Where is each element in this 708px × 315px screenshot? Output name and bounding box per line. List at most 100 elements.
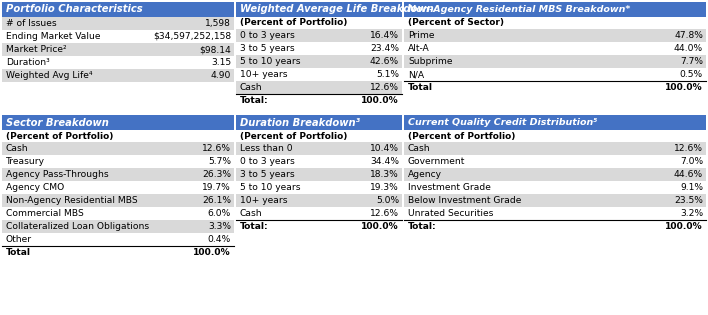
Text: 5 to 10 years: 5 to 10 years bbox=[240, 183, 300, 192]
Text: Prime: Prime bbox=[408, 31, 435, 40]
Text: Agency Pass-Throughs: Agency Pass-Throughs bbox=[6, 170, 108, 179]
Text: Duration Breakdown³: Duration Breakdown³ bbox=[240, 117, 360, 128]
Bar bbox=[404, 115, 706, 130]
Bar bbox=[236, 130, 402, 142]
Text: 47.8%: 47.8% bbox=[674, 31, 703, 40]
Text: (Percent of Portfolio): (Percent of Portfolio) bbox=[240, 19, 348, 27]
Bar bbox=[404, 17, 706, 29]
Bar bbox=[236, 155, 402, 168]
Bar bbox=[236, 142, 402, 155]
Bar bbox=[404, 130, 706, 142]
Text: 44.6%: 44.6% bbox=[674, 170, 703, 179]
Text: 3 to 5 years: 3 to 5 years bbox=[240, 44, 295, 53]
Bar bbox=[2, 2, 234, 17]
Text: Total:: Total: bbox=[240, 96, 268, 105]
Text: 100.0%: 100.0% bbox=[666, 83, 703, 92]
Bar bbox=[404, 81, 706, 94]
Bar bbox=[404, 55, 706, 68]
Bar bbox=[404, 207, 706, 220]
Text: Non-Agency Residential MBS: Non-Agency Residential MBS bbox=[6, 196, 137, 205]
Text: (Percent of Portfolio): (Percent of Portfolio) bbox=[408, 131, 515, 140]
Text: Investment Grade: Investment Grade bbox=[408, 183, 491, 192]
Bar bbox=[404, 194, 706, 207]
Text: 26.1%: 26.1% bbox=[202, 196, 231, 205]
Bar bbox=[404, 2, 706, 17]
Text: Total:: Total: bbox=[240, 222, 268, 231]
Text: 16.4%: 16.4% bbox=[370, 31, 399, 40]
Bar bbox=[236, 168, 402, 181]
Bar bbox=[2, 168, 234, 181]
Text: 23.5%: 23.5% bbox=[674, 196, 703, 205]
Text: 5.0%: 5.0% bbox=[376, 196, 399, 205]
Text: Market Price²: Market Price² bbox=[6, 45, 67, 54]
Bar bbox=[236, 2, 402, 17]
Bar bbox=[236, 55, 402, 68]
Text: Total: Total bbox=[408, 83, 433, 92]
Text: 3.3%: 3.3% bbox=[208, 222, 231, 231]
Text: 0.4%: 0.4% bbox=[207, 235, 231, 244]
Text: Less than 0: Less than 0 bbox=[240, 144, 292, 153]
Text: 42.6%: 42.6% bbox=[370, 57, 399, 66]
Bar bbox=[236, 94, 402, 107]
Text: 5.7%: 5.7% bbox=[208, 157, 231, 166]
Text: Agency CMO: Agency CMO bbox=[6, 183, 64, 192]
Text: Subprime: Subprime bbox=[408, 57, 452, 66]
Text: 26.3%: 26.3% bbox=[202, 170, 231, 179]
Text: Portfolio Characteristics: Portfolio Characteristics bbox=[6, 4, 143, 14]
Text: 3 to 5 years: 3 to 5 years bbox=[240, 170, 295, 179]
Text: N/A: N/A bbox=[408, 70, 424, 79]
Text: 0 to 3 years: 0 to 3 years bbox=[240, 157, 295, 166]
Text: 10+ years: 10+ years bbox=[240, 196, 287, 205]
Text: Cash: Cash bbox=[408, 144, 430, 153]
Text: Ending Market Value: Ending Market Value bbox=[6, 32, 101, 41]
Bar bbox=[404, 168, 706, 181]
Text: 1,598: 1,598 bbox=[205, 19, 231, 28]
Text: $98.14: $98.14 bbox=[199, 45, 231, 54]
Text: 44.0%: 44.0% bbox=[674, 44, 703, 53]
Bar bbox=[2, 56, 234, 69]
Bar bbox=[236, 17, 402, 29]
Text: Current Quality Credit Distribution⁵: Current Quality Credit Distribution⁵ bbox=[408, 118, 598, 127]
Text: Non-Agency Residential MBS Breakdown*: Non-Agency Residential MBS Breakdown* bbox=[408, 5, 630, 14]
Text: 4.90: 4.90 bbox=[210, 71, 231, 80]
Bar bbox=[404, 220, 706, 233]
Text: 6.0%: 6.0% bbox=[207, 209, 231, 218]
Text: Treasury: Treasury bbox=[6, 157, 45, 166]
Bar bbox=[2, 142, 234, 155]
Text: 0 to 3 years: 0 to 3 years bbox=[240, 31, 295, 40]
Text: Weighted Average Life Breakdown: Weighted Average Life Breakdown bbox=[240, 4, 434, 14]
Bar bbox=[2, 17, 234, 30]
Text: 12.6%: 12.6% bbox=[370, 83, 399, 92]
Bar bbox=[404, 29, 706, 42]
Text: 5.1%: 5.1% bbox=[376, 70, 399, 79]
Text: 12.6%: 12.6% bbox=[202, 144, 231, 153]
Text: 9.1%: 9.1% bbox=[680, 183, 703, 192]
Bar bbox=[236, 81, 402, 94]
Bar bbox=[236, 68, 402, 81]
Bar bbox=[2, 43, 234, 56]
Bar bbox=[404, 42, 706, 55]
Bar bbox=[236, 42, 402, 55]
Text: # of Issues: # of Issues bbox=[6, 19, 57, 28]
Text: $34,597,252,158: $34,597,252,158 bbox=[153, 32, 231, 41]
Text: Cash: Cash bbox=[6, 144, 28, 153]
Text: Sector Breakdown: Sector Breakdown bbox=[6, 117, 109, 128]
Text: 19.7%: 19.7% bbox=[202, 183, 231, 192]
Bar bbox=[404, 68, 706, 81]
Text: (Percent of Sector): (Percent of Sector) bbox=[408, 19, 504, 27]
Text: Agency: Agency bbox=[408, 170, 442, 179]
Text: 10.4%: 10.4% bbox=[370, 144, 399, 153]
Text: 7.0%: 7.0% bbox=[680, 157, 703, 166]
Text: 100.0%: 100.0% bbox=[361, 222, 399, 231]
Text: Below Investment Grade: Below Investment Grade bbox=[408, 196, 521, 205]
Text: Commercial MBS: Commercial MBS bbox=[6, 209, 84, 218]
Text: (Percent of Portfolio): (Percent of Portfolio) bbox=[6, 131, 113, 140]
Text: Total: Total bbox=[6, 248, 31, 257]
Bar bbox=[2, 194, 234, 207]
Bar bbox=[2, 155, 234, 168]
Bar bbox=[2, 246, 234, 259]
Bar bbox=[2, 130, 234, 142]
Text: Government: Government bbox=[408, 157, 465, 166]
Bar bbox=[2, 207, 234, 220]
Bar bbox=[2, 30, 234, 43]
